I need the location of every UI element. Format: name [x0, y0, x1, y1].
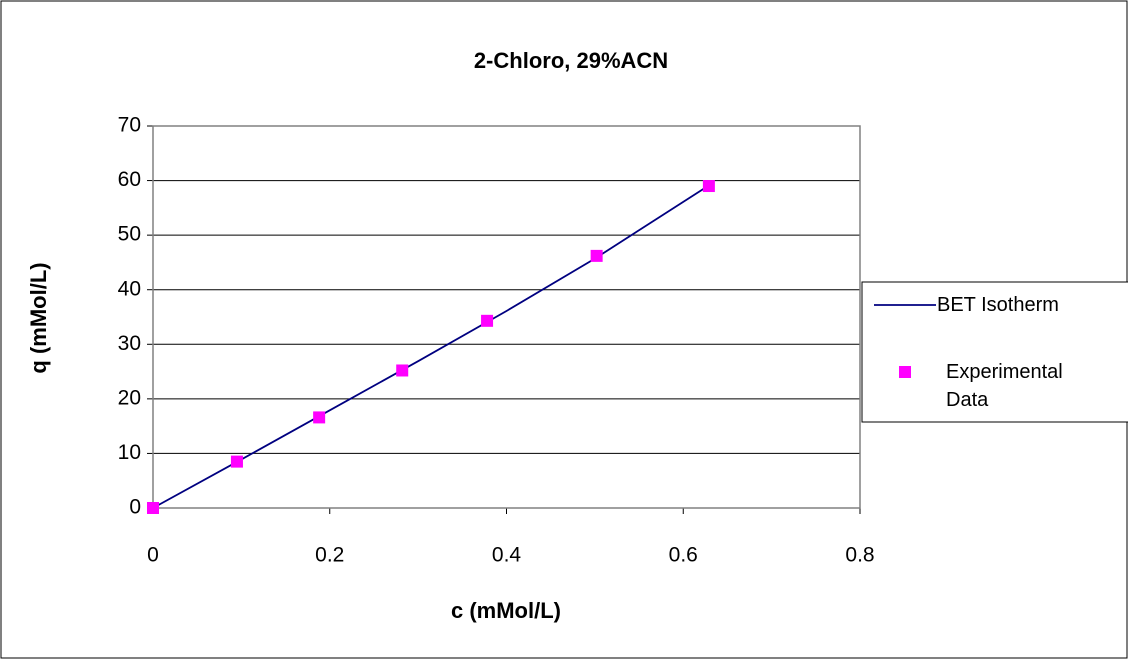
y-tick-label: 50 [118, 223, 141, 246]
x-tick-label: 0.6 [669, 544, 698, 567]
legend-swatch [899, 366, 911, 378]
data-point [702, 180, 715, 193]
plot-area [152, 125, 861, 509]
data-point [147, 502, 159, 514]
y-tick-label: 70 [118, 114, 141, 137]
x-tick-label: 0 [147, 544, 159, 567]
data-point [396, 364, 409, 377]
y-tick-label: 40 [118, 277, 141, 300]
legend-label: Experimental Data [946, 361, 1063, 411]
y-axis-label: q (mMol/L) [26, 262, 51, 373]
x-axis-label: c (mMol/L) [451, 598, 561, 623]
y-tick-label: 0 [129, 496, 141, 519]
data-point [590, 249, 603, 262]
data-point [481, 314, 494, 327]
y-tick-label: 30 [118, 332, 141, 355]
chart-title: 2-Chloro, 29%ACN [474, 48, 668, 73]
y-tick-label: 10 [118, 441, 141, 464]
data-point [313, 411, 326, 424]
legend-label: BET Isotherm [937, 294, 1059, 316]
y-tick-label: 20 [118, 386, 141, 409]
x-tick-label: 0.4 [492, 544, 522, 567]
x-tick-label: 0.2 [315, 544, 344, 567]
y-tick-label: 60 [118, 168, 141, 191]
x-tick-label: 0.8 [845, 544, 874, 567]
data-point [230, 455, 243, 468]
